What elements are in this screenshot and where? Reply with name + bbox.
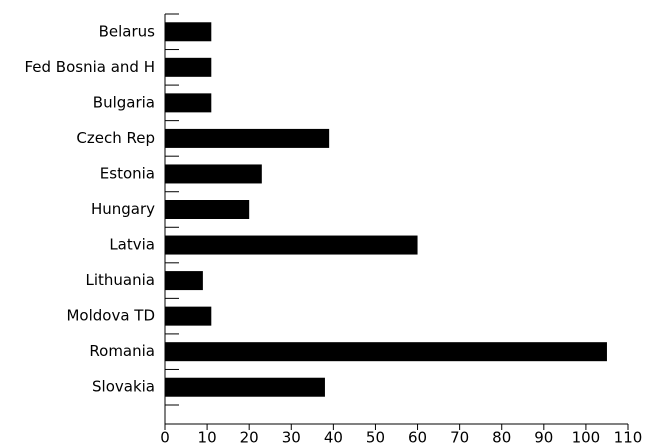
bar	[165, 271, 203, 291]
x-tick-label: 60	[408, 429, 427, 446]
y-tick-label: Moldova TD	[66, 307, 155, 325]
bar	[165, 22, 212, 42]
y-tick-label: Lithuania	[86, 271, 155, 289]
y-tick-label: Hungary	[91, 200, 155, 218]
x-tick-label: 10	[198, 429, 217, 446]
x-tick-label: 50	[366, 429, 385, 446]
bar	[165, 57, 212, 77]
bar	[165, 128, 330, 148]
x-tick-label: 0	[160, 429, 170, 446]
bar	[165, 235, 418, 255]
x-tick-label: 40	[324, 429, 343, 446]
x-tick-label: 100	[572, 429, 601, 446]
y-tick-label: Estonia	[100, 164, 155, 182]
y-tick-label: Fed Bosnia and H	[24, 58, 155, 76]
bar	[165, 200, 250, 219]
y-tick-label: Latvia	[109, 236, 155, 254]
y-tick-label: Belarus	[99, 22, 156, 40]
x-tick-label: 20	[240, 429, 259, 446]
y-tick-label: Slovakia	[92, 378, 155, 396]
x-tick-label: 90	[534, 429, 553, 446]
bar	[165, 306, 212, 326]
x-tick-label: 80	[492, 429, 511, 446]
bar	[165, 164, 262, 184]
x-tick-label: 70	[450, 429, 469, 446]
bar	[165, 377, 325, 397]
x-tick-label: 30	[282, 429, 301, 446]
y-tick-label: Czech Rep	[76, 129, 155, 147]
y-tick-label: Bulgaria	[93, 93, 155, 111]
bar	[165, 93, 212, 113]
bar	[165, 342, 607, 362]
x-tick-label: 110	[614, 429, 643, 446]
y-tick-label: Romania	[89, 342, 155, 360]
